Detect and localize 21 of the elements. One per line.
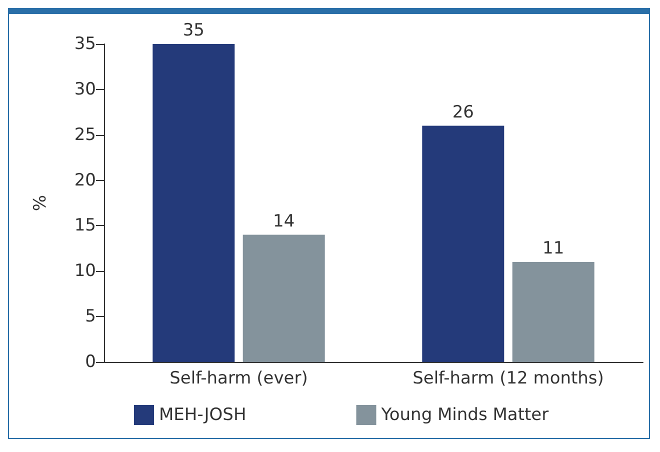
y-tick-label: 15	[74, 216, 96, 236]
data-label: 35	[182, 20, 204, 40]
bar	[422, 126, 504, 362]
data-label: 11	[542, 238, 564, 259]
y-tick-label: 5	[85, 306, 96, 327]
y-tick-label: 30	[74, 79, 96, 100]
data-label: 14	[273, 211, 295, 232]
y-tick-label: 25	[74, 124, 96, 145]
data-label: 26	[452, 102, 474, 122]
x-tick-label: Self-harm (ever)	[170, 368, 308, 388]
legend-label: MEH-JOSH	[159, 405, 246, 425]
legend-label: Young Minds Matter	[380, 405, 549, 425]
y-tick-label: 10	[74, 261, 96, 282]
bar	[152, 44, 235, 362]
y-tick-label: 35	[74, 34, 96, 54]
x-tick-label: Self-harm (12 months)	[412, 368, 604, 388]
y-axis-title: %	[30, 194, 50, 212]
bar	[512, 262, 594, 362]
y-tick-label: 0	[85, 352, 96, 372]
y-tick-label: 20	[74, 170, 96, 190]
bar	[242, 234, 325, 362]
